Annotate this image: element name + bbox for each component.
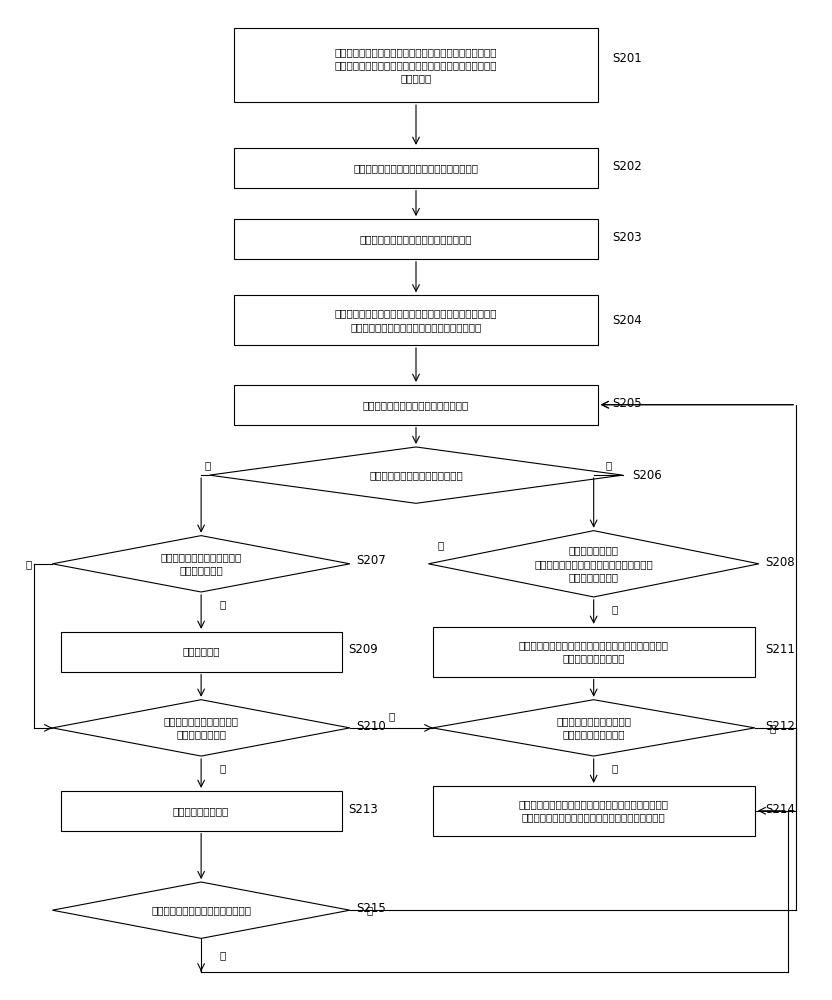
Bar	[234, 28, 598, 102]
Text: S203: S203	[612, 231, 642, 244]
Text: 由备选节点变更为从属节点，并进行投票数清零处理，
并为其他备选节点投票: 由备选节点变更为从属节点，并进行投票数清零处理， 并为其他备选节点投票	[518, 640, 669, 663]
Text: S202: S202	[612, 160, 642, 173]
Bar	[234, 219, 598, 259]
Text: 是: 是	[220, 599, 225, 609]
Bar	[61, 791, 342, 831]
Text: S208: S208	[765, 556, 795, 569]
Text: 否: 否	[26, 559, 32, 569]
Text: 计算备选节点自身的历史异常日志计算值: 计算备选节点自身的历史异常日志计算值	[359, 234, 473, 244]
Polygon shape	[433, 700, 755, 756]
Text: 否: 否	[612, 604, 618, 614]
Text: 将自身的节点状态变更为备选节点的节点状态: 将自身的节点状态变更为备选节点的节点状态	[354, 163, 478, 173]
Text: S201: S201	[612, 52, 642, 65]
Text: 否: 否	[366, 905, 373, 915]
Text: S204: S204	[612, 314, 642, 327]
Text: 进行投票数加一处理: 进行投票数加一处理	[173, 806, 230, 816]
Polygon shape	[210, 447, 622, 503]
Text: S210: S210	[356, 720, 386, 733]
Text: 是: 是	[220, 764, 225, 774]
Text: 判断当前的投票数是否大于预设阈值: 判断当前的投票数是否大于预设阈值	[151, 905, 251, 915]
Text: S214: S214	[765, 803, 795, 816]
Text: 判断其他节点是否为其他从属节点: 判断其他节点是否为其他从属节点	[369, 470, 463, 480]
Polygon shape	[52, 536, 350, 592]
Text: 是: 是	[612, 764, 618, 774]
Bar	[234, 295, 598, 345]
Bar	[61, 632, 342, 672]
Text: 将备选节点变更为新的管理节点，并广播心跳信息至各
个其他节点，以告知其他节点已完成管理节点的选举: 将备选节点变更为新的管理节点，并广播心跳信息至各 个其他节点，以告知其他节点已完…	[518, 799, 669, 822]
Text: S207: S207	[356, 554, 386, 567]
Text: 是: 是	[220, 950, 225, 960]
Text: 是: 是	[204, 460, 210, 470]
Text: S209: S209	[349, 643, 378, 656]
Text: S213: S213	[349, 803, 378, 816]
Text: 判断计时器当前的计时时间
是否大于预设时间阈值: 判断计时器当前的计时时间 是否大于预设时间阈值	[556, 716, 631, 739]
Polygon shape	[52, 700, 350, 756]
Text: 接收分布式系统中其他节点发送的信息: 接收分布式系统中其他节点发送的信息	[363, 400, 469, 410]
Text: S211: S211	[765, 643, 795, 656]
Text: 是: 是	[438, 541, 444, 551]
Text: 判断信息中包括的
历史异常日志计算值是否大于备选节点的历
史异常日志计算值: 判断信息中包括的 历史异常日志计算值是否大于备选节点的历 史异常日志计算值	[534, 546, 653, 582]
Bar	[234, 385, 598, 425]
Text: 执行第一操作: 执行第一操作	[182, 647, 220, 657]
Text: S215: S215	[356, 902, 386, 915]
Text: S206: S206	[632, 469, 662, 482]
Bar	[433, 627, 755, 677]
Text: 否: 否	[770, 723, 776, 733]
Text: 否: 否	[388, 711, 394, 721]
Polygon shape	[428, 531, 759, 597]
Bar	[433, 786, 755, 836]
Text: 基于新的任期号和历史异常日志计算值，生成管理节点竞选
信息，并广播管理节点竞选信息至分布式系统中: 基于新的任期号和历史异常日志计算值，生成管理节点竞选 信息，并广播管理节点竞选信…	[334, 309, 498, 332]
Text: 否: 否	[605, 460, 612, 470]
Polygon shape	[52, 882, 350, 938]
Text: 在确定当前的管理节点发生故障的情况下，对预设的计时器
进行重置处理，并对当前的任期号进行任期增加处理，得到
新的任期号: 在确定当前的管理节点发生故障的情况下，对预设的计时器 进行重置处理，并对当前的任…	[334, 47, 498, 83]
Bar	[234, 148, 598, 188]
Text: S205: S205	[612, 397, 642, 410]
Text: 判断信息中包括的投票信息
是否指示同意竞选: 判断信息中包括的投票信息 是否指示同意竞选	[164, 716, 239, 739]
Text: 判断信息中包括的任期号是否
大于新的任期号: 判断信息中包括的任期号是否 大于新的任期号	[161, 552, 242, 575]
Text: S212: S212	[765, 720, 795, 733]
